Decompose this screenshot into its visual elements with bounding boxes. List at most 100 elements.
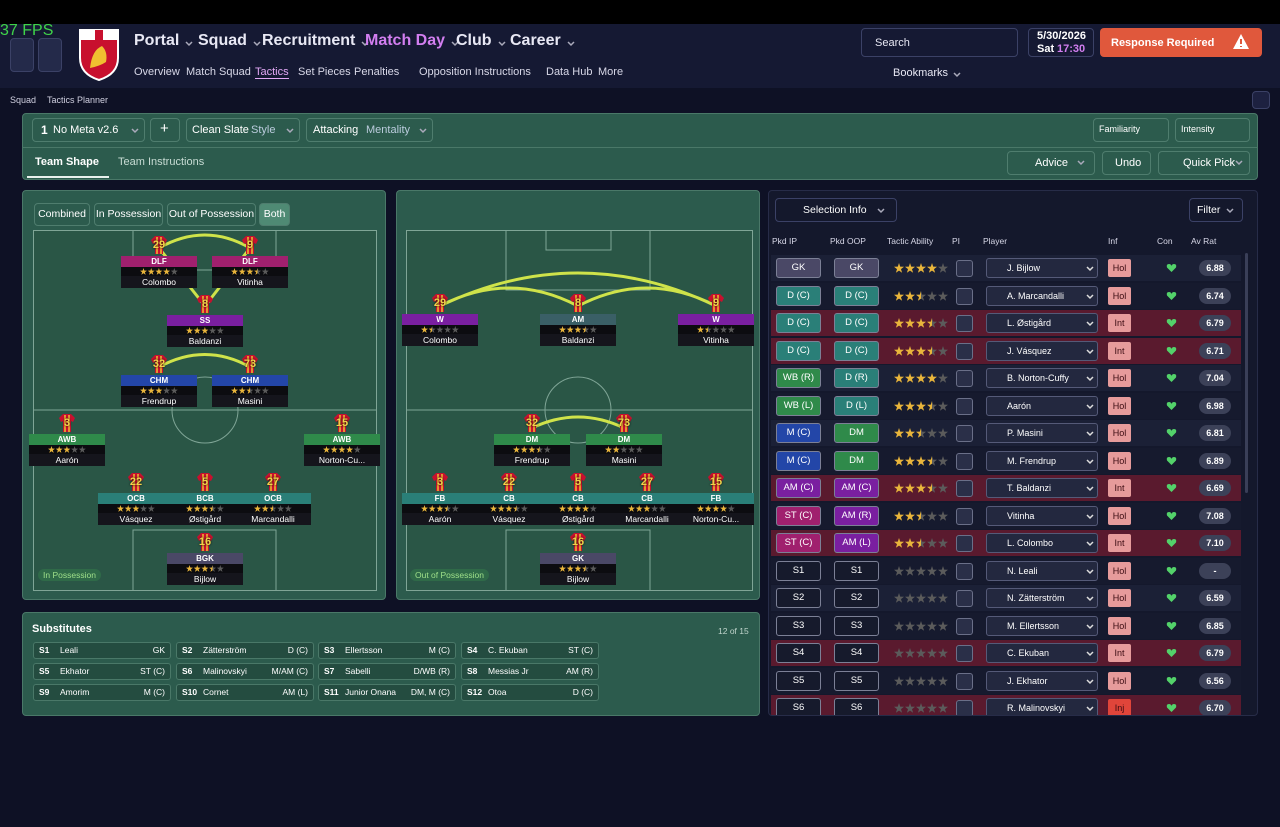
player-name: L. Colombo — [1007, 538, 1054, 548]
player-select[interactable] — [986, 533, 1098, 553]
heart — [1166, 621, 1177, 630]
selection-info-button[interactable] — [775, 198, 897, 222]
player-instructions[interactable] — [956, 645, 973, 662]
star — [938, 703, 948, 713]
condition — [1166, 649, 1177, 657]
player-instructions[interactable] — [956, 562, 973, 580]
picked-ip[interactable]: M (C) — [776, 423, 821, 443]
date-box — [1028, 28, 1094, 57]
picked-oop[interactable]: GK — [834, 258, 879, 278]
condition — [1166, 346, 1177, 355]
player-instructions[interactable] — [956, 535, 973, 552]
player-instructions[interactable] — [956, 425, 973, 442]
player-select[interactable] — [986, 670, 1098, 691]
pitch — [33, 230, 377, 591]
condition — [1166, 621, 1177, 630]
player-instructions[interactable] — [956, 342, 973, 360]
picked-ip[interactable]: S4 — [776, 643, 821, 663]
player-instructions[interactable] — [956, 672, 973, 690]
player-instructions[interactable] — [956, 397, 973, 415]
player-select[interactable] — [986, 643, 1098, 663]
picked-oop[interactable]: DM — [834, 423, 879, 443]
picked-oop[interactable]: D (C) — [834, 340, 879, 361]
star — [927, 263, 937, 273]
picked-ip[interactable]: S6 — [776, 698, 821, 715]
picked-ip[interactable]: WB (R) — [776, 368, 821, 388]
player-select[interactable] — [986, 258, 1098, 278]
column-header: PI — [952, 236, 961, 246]
player-instructions[interactable] — [956, 507, 973, 525]
picked-oop[interactable]: AM (R) — [834, 505, 879, 526]
picked-ip[interactable]: ST (C) — [776, 533, 821, 553]
player-select[interactable] — [986, 615, 1098, 636]
player-instructions[interactable] — [956, 287, 973, 305]
picked-oop[interactable]: S4 — [834, 643, 879, 663]
player-instructions[interactable] — [956, 590, 973, 607]
picked-oop[interactable]: D (C) — [834, 285, 879, 306]
close-button[interactable] — [1252, 91, 1270, 109]
player-select[interactable] — [986, 423, 1098, 443]
player-instructions[interactable] — [956, 480, 973, 497]
picked-oop[interactable]: S5 — [834, 670, 879, 691]
player-select[interactable] — [986, 505, 1098, 526]
picked-ip[interactable]: S3 — [776, 615, 821, 636]
picked-oop[interactable]: D (C) — [834, 313, 879, 333]
chevron — [1086, 651, 1094, 657]
picked-oop[interactable]: D (L) — [834, 395, 879, 416]
picked-ip[interactable]: S2 — [776, 588, 821, 608]
picked-ip[interactable]: D (C) — [776, 285, 821, 306]
star — [927, 318, 937, 328]
picked-oop[interactable]: S3 — [834, 615, 879, 636]
average-rating: 6.85 — [1199, 617, 1231, 634]
condition — [1166, 594, 1177, 602]
filter-button[interactable] — [1189, 198, 1243, 222]
player-select[interactable] — [986, 340, 1098, 361]
picked-oop[interactable]: S6 — [834, 698, 879, 715]
picked-ip[interactable]: S5 — [776, 670, 821, 691]
picked-ip[interactable]: WB (L) — [776, 395, 821, 416]
picked-oop[interactable]: S2 — [834, 588, 879, 608]
star — [916, 510, 926, 521]
column-header: Inf — [1108, 236, 1118, 246]
player-select[interactable] — [986, 368, 1098, 388]
influence: Hol — [1108, 369, 1131, 387]
picked-ip[interactable]: GK — [776, 258, 821, 278]
player-instructions[interactable] — [956, 370, 973, 387]
alert-box[interactable] — [1100, 28, 1262, 57]
subs-panel — [22, 612, 760, 716]
player-name: Aarón — [1007, 400, 1032, 411]
player-select[interactable] — [986, 588, 1098, 608]
heart — [1166, 539, 1177, 547]
picked-ip[interactable]: ST (C) — [776, 505, 821, 526]
average-rating: 7.04 — [1199, 370, 1231, 386]
player-instructions[interactable] — [956, 260, 973, 277]
chevron-path — [1086, 403, 1094, 409]
picked-ip[interactable]: S1 — [776, 560, 821, 581]
player-instructions[interactable] — [956, 700, 973, 715]
player-select[interactable] — [986, 395, 1098, 416]
picked-ip[interactable]: D (C) — [776, 340, 821, 361]
player-select[interactable] — [986, 285, 1098, 306]
breadcrumb[interactable]: Squad — [10, 95, 37, 105]
picked-oop[interactable]: S1 — [834, 560, 879, 581]
player-select[interactable] — [986, 698, 1098, 715]
player-instructions[interactable] — [956, 452, 973, 470]
player-select[interactable] — [986, 450, 1098, 471]
back-button[interactable] — [10, 38, 34, 72]
star — [916, 565, 926, 576]
picked-ip[interactable]: AM (C) — [776, 478, 821, 498]
picked-ip[interactable]: M (C) — [776, 450, 821, 471]
star — [927, 703, 937, 713]
picked-oop[interactable]: DM — [834, 450, 879, 471]
player-select[interactable] — [986, 560, 1098, 581]
picked-oop[interactable]: AM (C) — [834, 478, 879, 498]
player-instructions[interactable] — [956, 617, 973, 635]
player-instructions[interactable] — [956, 315, 973, 332]
player-select[interactable] — [986, 313, 1098, 333]
picked-ip[interactable]: D (C) — [776, 313, 821, 333]
player-select[interactable] — [986, 478, 1098, 498]
forward-button[interactable] — [38, 38, 62, 72]
picked-oop[interactable]: D (R) — [834, 368, 879, 388]
star — [916, 538, 926, 548]
picked-oop[interactable]: AM (L) — [834, 533, 879, 553]
